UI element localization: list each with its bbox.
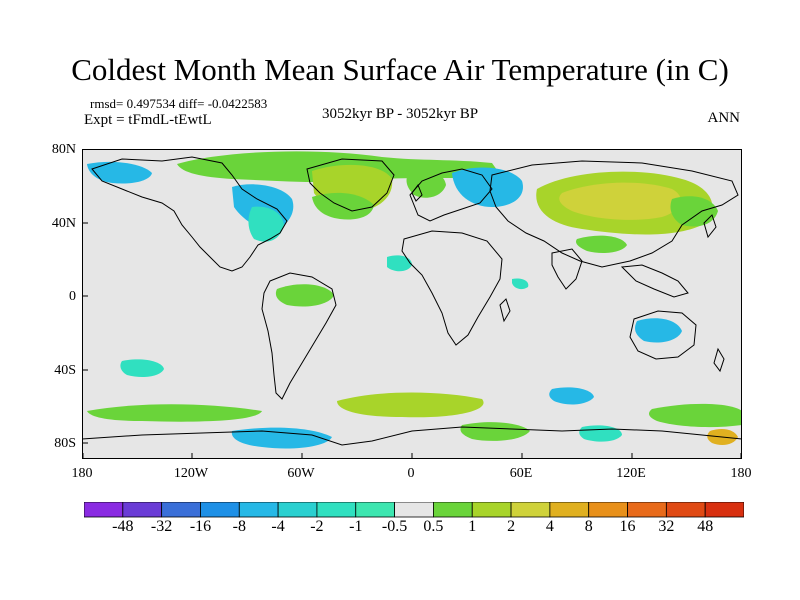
colorbar-swatch: [549, 502, 590, 518]
x-tick-60w: 60W: [287, 466, 315, 481]
colorbar-swatch: [355, 502, 395, 518]
patch-south-pacific-cyan: [120, 359, 164, 377]
experiment-label: Expt = tFmdL-tEwtL: [84, 112, 212, 128]
coast-australia: [629, 310, 697, 360]
colorbar-swatch: [510, 502, 551, 518]
colorbar-swatch: [665, 502, 706, 518]
colorbar-label: 4: [545, 518, 554, 535]
colorbar-label: 48: [697, 518, 714, 535]
temperature-anomaly-map: [82, 149, 742, 459]
colorbar-label: 16: [619, 518, 636, 535]
patch-europe-green: [406, 169, 446, 198]
colorbar-swatch: [122, 502, 163, 518]
stats-line: rmsd= 0.497534 diff= -0.0422583: [90, 96, 268, 111]
colorbar-swatch: [394, 502, 434, 518]
coast-north-america: [91, 156, 288, 272]
coast-asia: [489, 160, 739, 268]
coast-uk: [411, 183, 423, 202]
coast-india: [551, 248, 583, 290]
patch-siberia-inner: [559, 182, 681, 220]
anomaly-patches: [87, 151, 742, 449]
colorbar-swatch: [471, 502, 512, 518]
colorbar-label: -1: [349, 518, 363, 535]
colorbar-label: 2: [507, 518, 516, 535]
colorbar-swatch: [84, 502, 124, 518]
colorbar-swatch: [433, 502, 473, 518]
colorbar-swatch: [161, 502, 201, 518]
colorbar-label: 32: [658, 518, 675, 535]
patch-alaska-cyan: [87, 161, 152, 184]
coast-south-america: [261, 272, 337, 400]
colorbar-label: -32: [150, 518, 173, 535]
patch-southern-ocean-cyan: [549, 387, 594, 405]
colorbar-label: -48: [112, 518, 134, 535]
coast-japan: [703, 214, 717, 239]
colorbar-label: -0.5: [381, 518, 408, 535]
y-tick-80s: 80S: [54, 436, 76, 451]
patch-east-asia-green: [670, 196, 718, 227]
coast-greenland: [306, 158, 395, 212]
colorbar-label: 8: [584, 518, 593, 535]
patch-indian-cyan: [512, 278, 529, 290]
colorbar-swatch: [316, 502, 357, 518]
y-tick-80n: 80N: [51, 142, 76, 157]
y-tick-40s: 40S: [54, 363, 76, 378]
colorbar-label: -2: [310, 518, 324, 535]
colorbar-label: -4: [271, 518, 285, 535]
patch-us-east-cyan: [248, 206, 284, 242]
axis-ticks: [82, 149, 742, 459]
colorbar-swatch: [277, 502, 318, 518]
colorbar-label: -16: [189, 518, 212, 535]
patch-china-green: [576, 235, 627, 253]
colorbar: [84, 502, 744, 518]
patch-antarctica-cyan: [231, 427, 332, 449]
coast-new-zealand: [713, 347, 725, 373]
coast-africa: [401, 230, 503, 346]
coastlines: [82, 156, 742, 446]
patch-southern-ocean-green-3: [649, 403, 742, 428]
colorbar-swatch: [238, 502, 279, 518]
colorbar-swatch: [588, 502, 628, 518]
season-label: ANN: [707, 110, 741, 126]
patch-atlantic-green: [312, 192, 374, 220]
patch-australia-cyan: [635, 318, 682, 343]
x-tick-180w: 180: [71, 466, 93, 481]
coast-antarctica: [82, 426, 742, 446]
map-title: Coldest Month Mean Surface Air Temperatu…: [71, 52, 729, 87]
colorbar-swatch: [200, 502, 240, 518]
patch-pacific-green: [275, 284, 334, 307]
patch-europe-cyan: [452, 167, 523, 207]
colorbar-label: 0.5: [423, 518, 444, 535]
colorbar-swatch: [627, 502, 667, 518]
patch-sahara-cyan: [387, 255, 412, 272]
coast-se-asia: [620, 264, 689, 298]
x-tick-120w: 120W: [173, 466, 209, 481]
coast-madagascar: [499, 298, 511, 323]
patch-southern-ocean-green: [87, 404, 262, 422]
colorbar-label: -8: [232, 518, 246, 535]
x-tick-180e: 180: [730, 466, 752, 481]
colorbar-swatch: [704, 502, 744, 518]
patch-southern-ocean-green-2: [337, 392, 484, 418]
x-tick-60e: 60E: [509, 466, 533, 481]
coast-europe: [409, 168, 493, 222]
colorbar-label: 1: [468, 518, 477, 535]
x-tick-0: 0: [407, 466, 415, 481]
y-tick-0: 0: [69, 289, 76, 304]
y-tick-40n: 40N: [51, 216, 76, 231]
patch-antarctica-green: [460, 422, 530, 441]
period-label: 3052kyr BP - 3052kyr BP: [322, 106, 479, 122]
x-tick-120e: 120E: [616, 466, 646, 481]
